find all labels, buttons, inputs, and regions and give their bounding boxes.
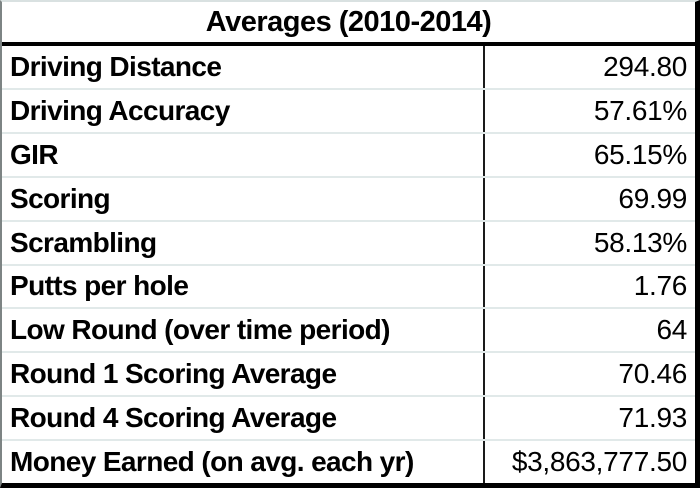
row-value: 58.13% xyxy=(483,221,695,264)
row-value: 1.76 xyxy=(483,265,695,308)
row-label: Driving Distance xyxy=(10,50,222,82)
table-row: Round 4 Scoring Average 71.93 xyxy=(2,397,695,442)
row-value: 65.15% xyxy=(483,133,695,176)
row-label: Scoring xyxy=(10,182,111,214)
table-row: GIR 65.15% xyxy=(2,133,695,178)
table-row: Money Earned (on avg. each yr) $3,863,77… xyxy=(2,441,695,483)
table-row: Scrambling 58.13% xyxy=(2,221,695,266)
table-row: Scoring 69.99 xyxy=(2,177,695,222)
row-label: Low Round (over time period) xyxy=(10,314,390,346)
row-value: 71.93 xyxy=(483,397,695,440)
row-label: GIR xyxy=(10,138,59,170)
row-label: Putts per hole xyxy=(10,270,189,302)
row-label: Round 4 Scoring Average xyxy=(10,402,337,434)
row-label: Driving Accuracy xyxy=(10,94,230,126)
row-label: Round 1 Scoring Average xyxy=(10,358,337,390)
row-label: Money Earned (on avg. each yr) xyxy=(10,446,414,478)
table-title: Averages (2010-2014) xyxy=(2,2,695,46)
table-row: Round 1 Scoring Average 70.46 xyxy=(2,353,695,398)
row-value: 69.99 xyxy=(483,177,695,220)
table-row: Putts per hole 1.76 xyxy=(2,265,695,310)
table-body: Driving Distance 294.80 Driving Accuracy… xyxy=(2,46,695,483)
table-row: Driving Accuracy 57.61% xyxy=(2,89,695,134)
row-value: $3,863,777.50 xyxy=(483,441,695,483)
row-value: 64 xyxy=(483,309,695,352)
row-value: 70.46 xyxy=(483,353,695,396)
row-value: 294.80 xyxy=(483,46,695,88)
row-label: Scrambling xyxy=(10,226,157,258)
table-row: Driving Distance 294.80 xyxy=(2,46,695,90)
table-row: Low Round (over time period) 64 xyxy=(2,309,695,354)
row-value: 57.61% xyxy=(483,89,695,132)
